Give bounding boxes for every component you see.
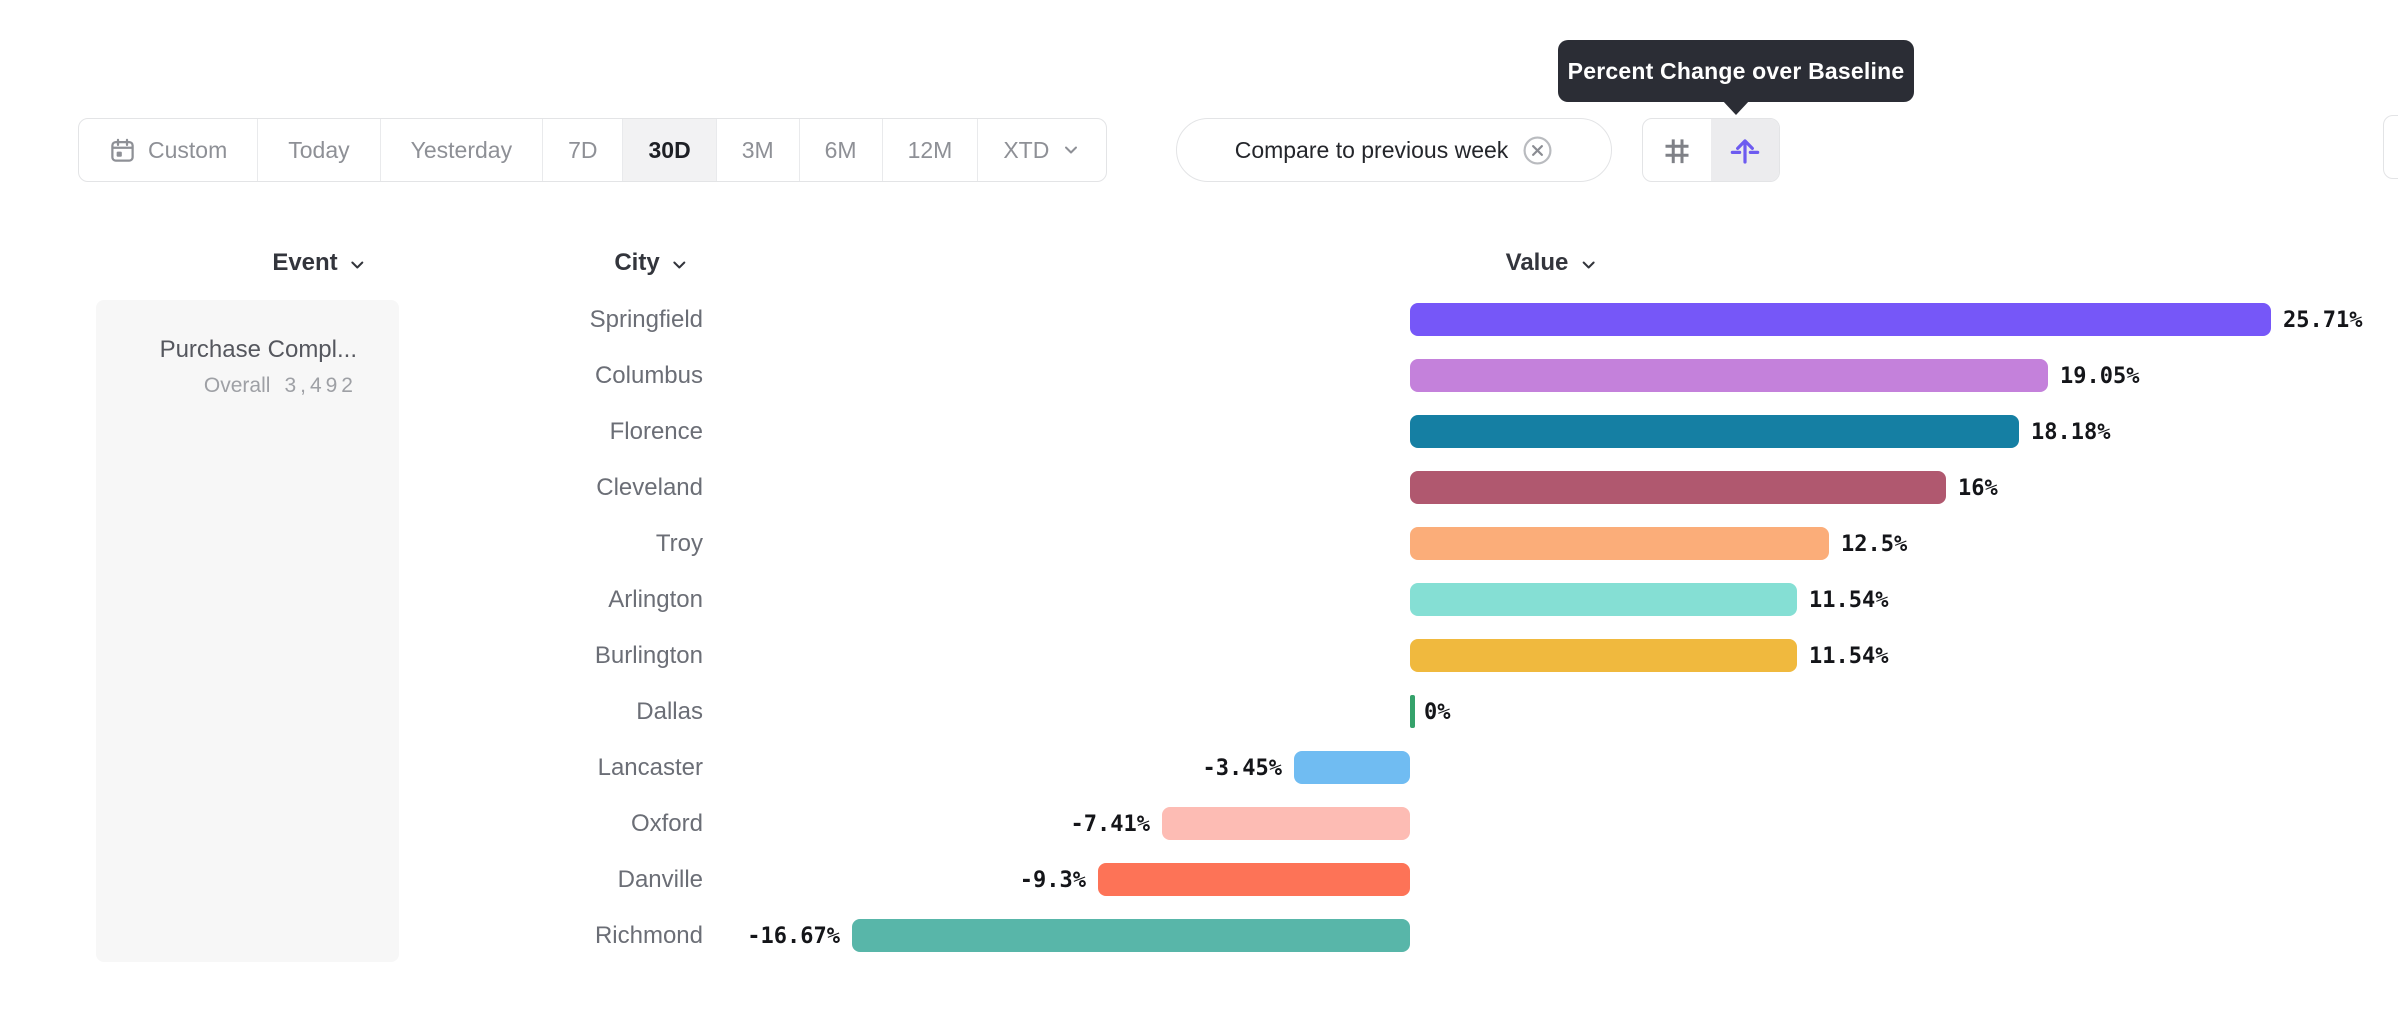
hash-icon: [1662, 135, 1692, 165]
calendar-icon: [109, 137, 136, 164]
value-bar[interactable]: [1410, 695, 1415, 728]
event-card[interactable]: Purchase Compl... Overall 3,492: [96, 300, 399, 962]
column-header-value[interactable]: Value: [1506, 248, 1599, 278]
chevron-down-icon: [1582, 261, 1595, 268]
table-row: Oxford -7.41%: [0, 796, 2398, 852]
value-bar[interactable]: [1162, 807, 1410, 840]
tooltip-text: Percent Change over Baseline: [1567, 57, 1905, 84]
city-label: Cleveland: [596, 474, 703, 501]
date-range-7d[interactable]: 7D: [543, 119, 624, 181]
value-label: 11.54%: [1809, 644, 1889, 669]
date-range-label: 3M: [741, 136, 774, 163]
date-range-xtd[interactable]: XTD: [978, 119, 1106, 181]
city-label: Lancaster: [597, 754, 703, 781]
table-row: Lancaster -3.45%: [0, 740, 2398, 796]
value-label: 18.18%: [2031, 420, 2111, 445]
circle-x-icon[interactable]: [1522, 135, 1553, 166]
city-label: Oxford: [630, 810, 703, 837]
date-range-12m[interactable]: 12M: [883, 119, 979, 181]
numeric-view-button[interactable]: [1643, 119, 1711, 181]
event-overall-label: Overall: [203, 374, 271, 397]
city-label: Richmond: [594, 922, 703, 949]
event-name: Purchase Compl...: [159, 336, 357, 363]
chevron-down-icon: [1061, 140, 1081, 160]
date-range-label: XTD: [1003, 136, 1050, 163]
compare-chip[interactable]: Compare to previous week: [1176, 118, 1612, 182]
event-overall: Overall 3,492: [96, 373, 357, 398]
city-label: Arlington: [608, 586, 703, 613]
table-row: Richmond -16.67%: [0, 908, 2398, 964]
table-row: Florence 18.18%: [0, 404, 2398, 460]
value-label: -7.41%: [1070, 812, 1150, 837]
date-range-custom[interactable]: Custom: [79, 119, 259, 181]
value-label: 11.54%: [1809, 588, 1889, 613]
date-range-label: 7D: [568, 136, 598, 163]
value-bar[interactable]: [1410, 527, 1829, 560]
date-range-label: 30D: [648, 136, 691, 163]
table-row: Troy 12.5%: [0, 516, 2398, 572]
value-bar[interactable]: [1410, 359, 2048, 392]
bar-chart: Springfield 25.71% Columbus 19.05% Florence 1…: [0, 292, 2398, 964]
date-range-label: Yesterday: [410, 136, 513, 163]
date-range-3m[interactable]: 3M: [717, 119, 800, 181]
value-label: 25.71%: [2283, 308, 2363, 333]
chevron-down-icon: [351, 261, 364, 268]
city-label: Danville: [617, 866, 703, 893]
city-label: Troy: [655, 530, 703, 557]
table-row: Dallas 0%: [0, 684, 2398, 740]
value-bar[interactable]: [1410, 303, 2271, 336]
table-row: Springfield 25.71%: [0, 292, 2398, 348]
value-label: -3.45%: [1202, 756, 1282, 781]
percent-change-view-button[interactable]: [1711, 119, 1779, 181]
baseline-arrow-icon: [1729, 134, 1761, 166]
date-range-label: 6M: [824, 136, 857, 163]
date-range-30d[interactable]: 30D: [623, 119, 717, 181]
date-range-yesterday[interactable]: Yesterday: [381, 119, 544, 181]
date-range-control: Custom Today Yesterday 7D 30D 3M 6M 12M XTD: [78, 118, 1108, 182]
city-label: Dallas: [636, 698, 703, 725]
city-label: Florence: [609, 418, 703, 445]
value-bar[interactable]: [1410, 639, 1797, 672]
date-range-label: Today: [288, 136, 350, 163]
column-header-label: Event: [272, 249, 338, 276]
value-label: -16.67%: [747, 924, 840, 949]
city-label: Columbus: [594, 362, 703, 389]
column-header-event[interactable]: Event: [272, 248, 367, 278]
value-bar[interactable]: [852, 919, 1410, 952]
city-label: Springfield: [589, 306, 703, 333]
value-label: 12.5%: [1841, 532, 1908, 557]
tooltip: Percent Change over Baseline: [1558, 40, 1914, 115]
date-range-label: 12M: [907, 136, 953, 163]
table-row: Burlington 11.54%: [0, 628, 2398, 684]
date-range-label: Custom: [148, 136, 228, 163]
value-bar[interactable]: [1294, 751, 1410, 784]
value-bar[interactable]: [1410, 471, 1946, 504]
value-label: 0%: [1424, 700, 1451, 725]
compare-chip-label: Compare to previous week: [1234, 136, 1509, 163]
table-row: Cleveland 16%: [0, 460, 2398, 516]
value-label: -9.3%: [1019, 868, 1086, 893]
column-header-label: City: [614, 249, 660, 276]
table-row: Arlington 11.54%: [0, 572, 2398, 628]
city-label: Burlington: [594, 642, 703, 669]
value-label: 16%: [1958, 476, 1998, 501]
column-header-label: Value: [1505, 249, 1569, 276]
date-range-today[interactable]: Today: [258, 119, 381, 181]
view-toggle: [1642, 118, 1780, 182]
table-row: Columbus 19.05%: [0, 348, 2398, 404]
column-header-city[interactable]: City: [614, 248, 689, 278]
chevron-down-icon: [673, 261, 686, 268]
value-bar[interactable]: [1410, 583, 1797, 616]
clipped-right-button[interactable]: [2383, 115, 2398, 179]
event-overall-value: 3,492: [284, 374, 357, 397]
date-range-6m[interactable]: 6M: [800, 119, 883, 181]
table-row: Danville -9.3%: [0, 852, 2398, 908]
value-bar[interactable]: [1098, 863, 1410, 896]
value-label: 19.05%: [2060, 364, 2140, 389]
value-bar[interactable]: [1410, 415, 2019, 448]
